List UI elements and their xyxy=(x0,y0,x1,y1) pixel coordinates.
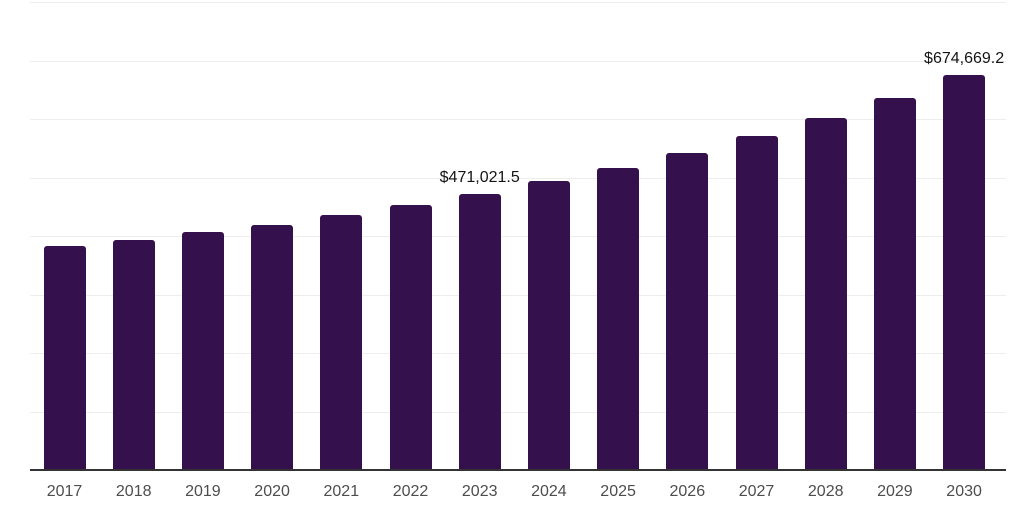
bar-2021 xyxy=(320,214,363,470)
gridline xyxy=(30,119,1006,120)
bar-2026 xyxy=(666,153,709,470)
x-tick-label: 2025 xyxy=(600,483,636,500)
x-tick-label: 2024 xyxy=(531,483,567,500)
data-label-2030: $674,669.2 xyxy=(924,50,1005,68)
x-tick-label: 2030 xyxy=(946,483,982,500)
x-tick-label: 2026 xyxy=(669,483,706,500)
bar-2028 xyxy=(804,117,847,470)
data-label-2023: $471,021.5 xyxy=(439,169,520,187)
bar-2022 xyxy=(389,204,432,470)
x-tick-label: 2027 xyxy=(738,483,775,500)
bar-2027 xyxy=(735,136,778,470)
x-tick-label: 2021 xyxy=(323,483,360,500)
bar-2030 xyxy=(943,75,986,470)
gridline xyxy=(30,60,1006,62)
gridline xyxy=(30,236,1006,237)
bar-2029 xyxy=(873,97,916,470)
x-tick-label: 2019 xyxy=(185,483,221,500)
gridline xyxy=(30,294,1006,296)
x-tick-label: 2018 xyxy=(115,483,152,500)
bar-2025 xyxy=(597,167,640,470)
x-axis-line xyxy=(30,469,1006,471)
x-tick-label: 2029 xyxy=(877,483,913,500)
bar-2017 xyxy=(43,245,86,470)
gridline xyxy=(30,411,1006,413)
bar-2020 xyxy=(251,225,294,470)
x-tick-label: 2022 xyxy=(392,483,429,500)
gridline xyxy=(30,2,1006,3)
gridline xyxy=(30,353,1006,354)
bar-2024 xyxy=(527,181,570,470)
x-tick-label: 2028 xyxy=(807,483,844,500)
x-tick-label: 2020 xyxy=(254,483,290,500)
bar-2019 xyxy=(181,232,224,470)
x-tick-label: 2017 xyxy=(46,483,83,500)
gridline xyxy=(30,177,1006,179)
bar-2018 xyxy=(112,239,155,470)
bar-2023 xyxy=(458,194,501,470)
x-tick-label: 2023 xyxy=(461,483,498,500)
